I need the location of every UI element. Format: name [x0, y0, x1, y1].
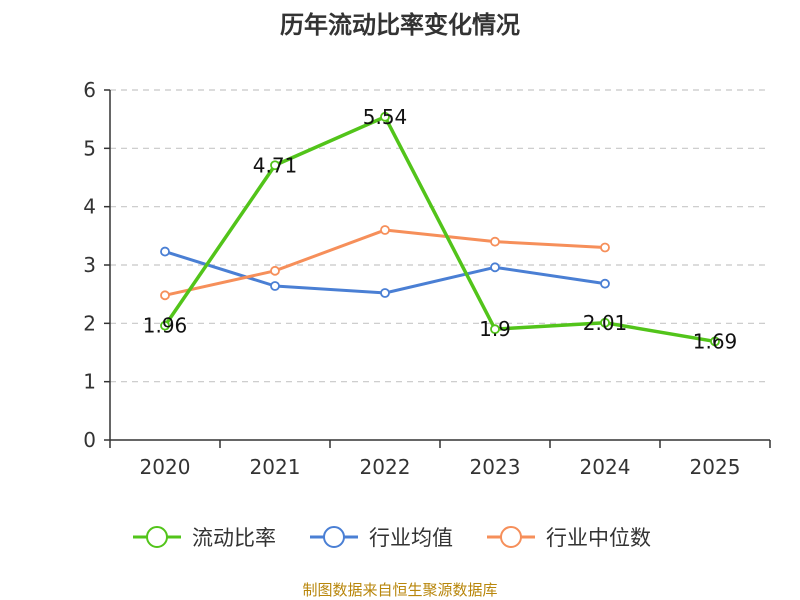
data-label: 1.96 — [143, 314, 188, 338]
data-point[interactable] — [710, 336, 720, 347]
x-tick-label: 2022 — [360, 455, 411, 479]
data-point[interactable] — [270, 160, 280, 171]
y-tick-label: 3 — [83, 253, 96, 277]
data-point[interactable] — [490, 236, 500, 247]
data-point[interactable] — [380, 111, 390, 122]
legend-item-0[interactable]: 流动比率 — [133, 526, 276, 550]
source-note: 制图数据来自恒生聚源数据库 — [302, 581, 497, 599]
data-point[interactable] — [160, 246, 170, 257]
legend-label: 流动比率 — [192, 526, 276, 550]
x-tick-label: 2021 — [250, 455, 301, 479]
data-point[interactable] — [600, 242, 610, 253]
data-label: 5.54 — [363, 105, 408, 129]
data-point[interactable] — [380, 288, 390, 298]
data-point[interactable] — [270, 281, 280, 291]
legend-item-1[interactable]: 行业均值 — [310, 526, 453, 550]
y-tick-label: 6 — [83, 78, 96, 102]
series-line-0 — [163, 115, 716, 344]
series-line-1 — [164, 250, 606, 295]
x-tick-label: 2020 — [140, 455, 191, 479]
y-tick-label: 2 — [83, 311, 96, 335]
legend[interactable]: 流动比率 行业均值 行业中位数 — [133, 526, 651, 550]
data-point[interactable] — [160, 290, 170, 301]
data-point[interactable] — [490, 324, 500, 335]
legend-marker — [146, 526, 168, 548]
series-lines — [160, 111, 720, 347]
legend-item-2[interactable]: 行业中位数 — [487, 526, 651, 550]
legend-label: 行业均值 — [369, 526, 453, 550]
data-labels: 1.96 4.71 5.54 1.9 2.01 1.69 — [143, 105, 738, 354]
data-label: 2.01 — [583, 311, 628, 335]
data-point[interactable] — [600, 278, 610, 289]
y-tick-label: 1 — [83, 370, 96, 394]
y-tick-label: 4 — [83, 195, 96, 219]
legend-marker — [323, 526, 345, 548]
y-tick-label: 0 — [83, 428, 96, 452]
legend-marker — [500, 526, 522, 548]
legend-label: 行业中位数 — [546, 526, 651, 550]
x-tick-label: 2023 — [470, 455, 521, 479]
x-tick-label: 2024 — [580, 455, 631, 479]
data-label: 1.69 — [693, 329, 738, 353]
y-tick-label: 5 — [83, 136, 96, 160]
chart-title: 历年流动比率变化情况 — [280, 11, 520, 39]
grid-lines — [110, 89, 770, 383]
data-point[interactable] — [600, 317, 610, 328]
data-point[interactable] — [490, 262, 500, 273]
data-label: 1.9 — [479, 317, 511, 341]
series-line-2 — [164, 228, 606, 297]
data-point[interactable] — [160, 320, 170, 331]
x-tick-label: 2025 — [690, 455, 741, 479]
data-point[interactable] — [270, 265, 280, 276]
data-label: 4.71 — [253, 153, 298, 177]
data-point[interactable] — [380, 225, 390, 235]
axes: 0 1 2 3 4 5 6 2020 2021 2022 2023 2024 2025 — [83, 78, 771, 479]
